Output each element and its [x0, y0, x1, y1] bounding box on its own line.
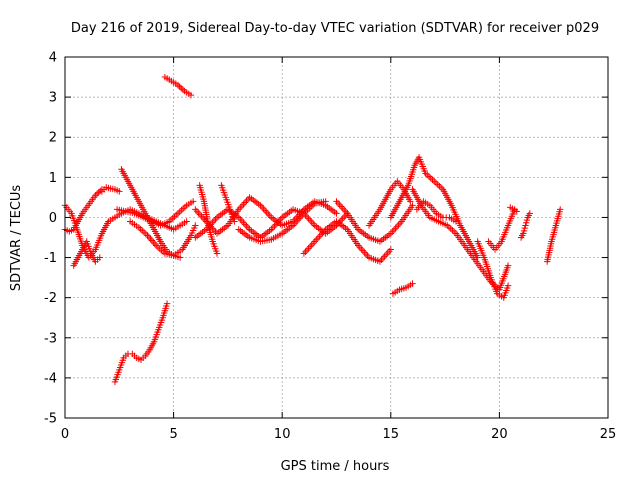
y-tick-label: -1	[44, 251, 57, 266]
data-point	[163, 300, 171, 307]
data-point	[92, 192, 99, 199]
data-point	[174, 81, 182, 89]
data-point	[520, 230, 527, 237]
x-tick-label: 15	[383, 427, 400, 442]
data-point	[522, 222, 529, 229]
data-point	[97, 187, 104, 195]
y-tick-label: -2	[44, 291, 57, 306]
grid-layer	[65, 57, 608, 418]
data-point	[526, 210, 534, 217]
data-point	[452, 218, 460, 225]
y-tick-label: 3	[49, 91, 57, 106]
x-tick-label: 10	[274, 427, 291, 442]
data-point	[176, 83, 183, 90]
data-point	[557, 206, 564, 213]
x-tick-label: 5	[169, 427, 177, 442]
data-point	[520, 227, 528, 235]
x-axis-label: GPS time / hours	[281, 459, 390, 474]
data-point	[187, 91, 195, 99]
data-point	[504, 282, 512, 289]
points-layer	[61, 73, 564, 386]
ticks-layer: 0 5 10 15 20 25 -5 -4 -3 -2 -1 0 1 2 3 4	[44, 51, 616, 443]
chart-title: Day 216 of 2019, Sidereal Day-to-day VTE…	[71, 21, 599, 36]
data-point	[93, 190, 101, 198]
data-point	[504, 262, 512, 269]
data-point	[183, 218, 190, 225]
data-point	[231, 218, 238, 225]
data-point	[176, 254, 184, 261]
x-tick-label: 20	[491, 427, 508, 442]
y-tick-label: 0	[49, 211, 57, 226]
y-tick-label: 2	[49, 131, 57, 146]
data-point	[407, 198, 414, 205]
data-point	[521, 224, 528, 232]
data-point	[96, 254, 103, 261]
y-tick-label: -4	[44, 371, 57, 386]
data-point	[333, 210, 340, 217]
y-axis-label: SDTVAR / TECUs	[9, 185, 24, 292]
data-point	[179, 86, 187, 93]
data-point	[513, 208, 520, 215]
y-tick-label: -5	[44, 412, 57, 427]
x-tick-label: 25	[600, 427, 617, 442]
data-point	[523, 216, 531, 224]
plot-frame	[64, 56, 609, 419]
y-tick-label: 1	[49, 171, 57, 186]
data-point	[192, 222, 199, 229]
data-point	[178, 84, 185, 92]
x-tick-label: 0	[61, 427, 69, 442]
data-point	[387, 246, 394, 253]
data-point	[409, 202, 416, 209]
y-tick-label: 4	[49, 51, 57, 66]
data-point	[213, 250, 221, 257]
data-point	[189, 198, 197, 205]
data-point	[409, 280, 416, 287]
data-point	[116, 188, 123, 195]
y-tick-label: -3	[44, 331, 57, 346]
data-point	[522, 219, 530, 226]
data-point	[95, 189, 102, 196]
data-point	[322, 198, 329, 205]
